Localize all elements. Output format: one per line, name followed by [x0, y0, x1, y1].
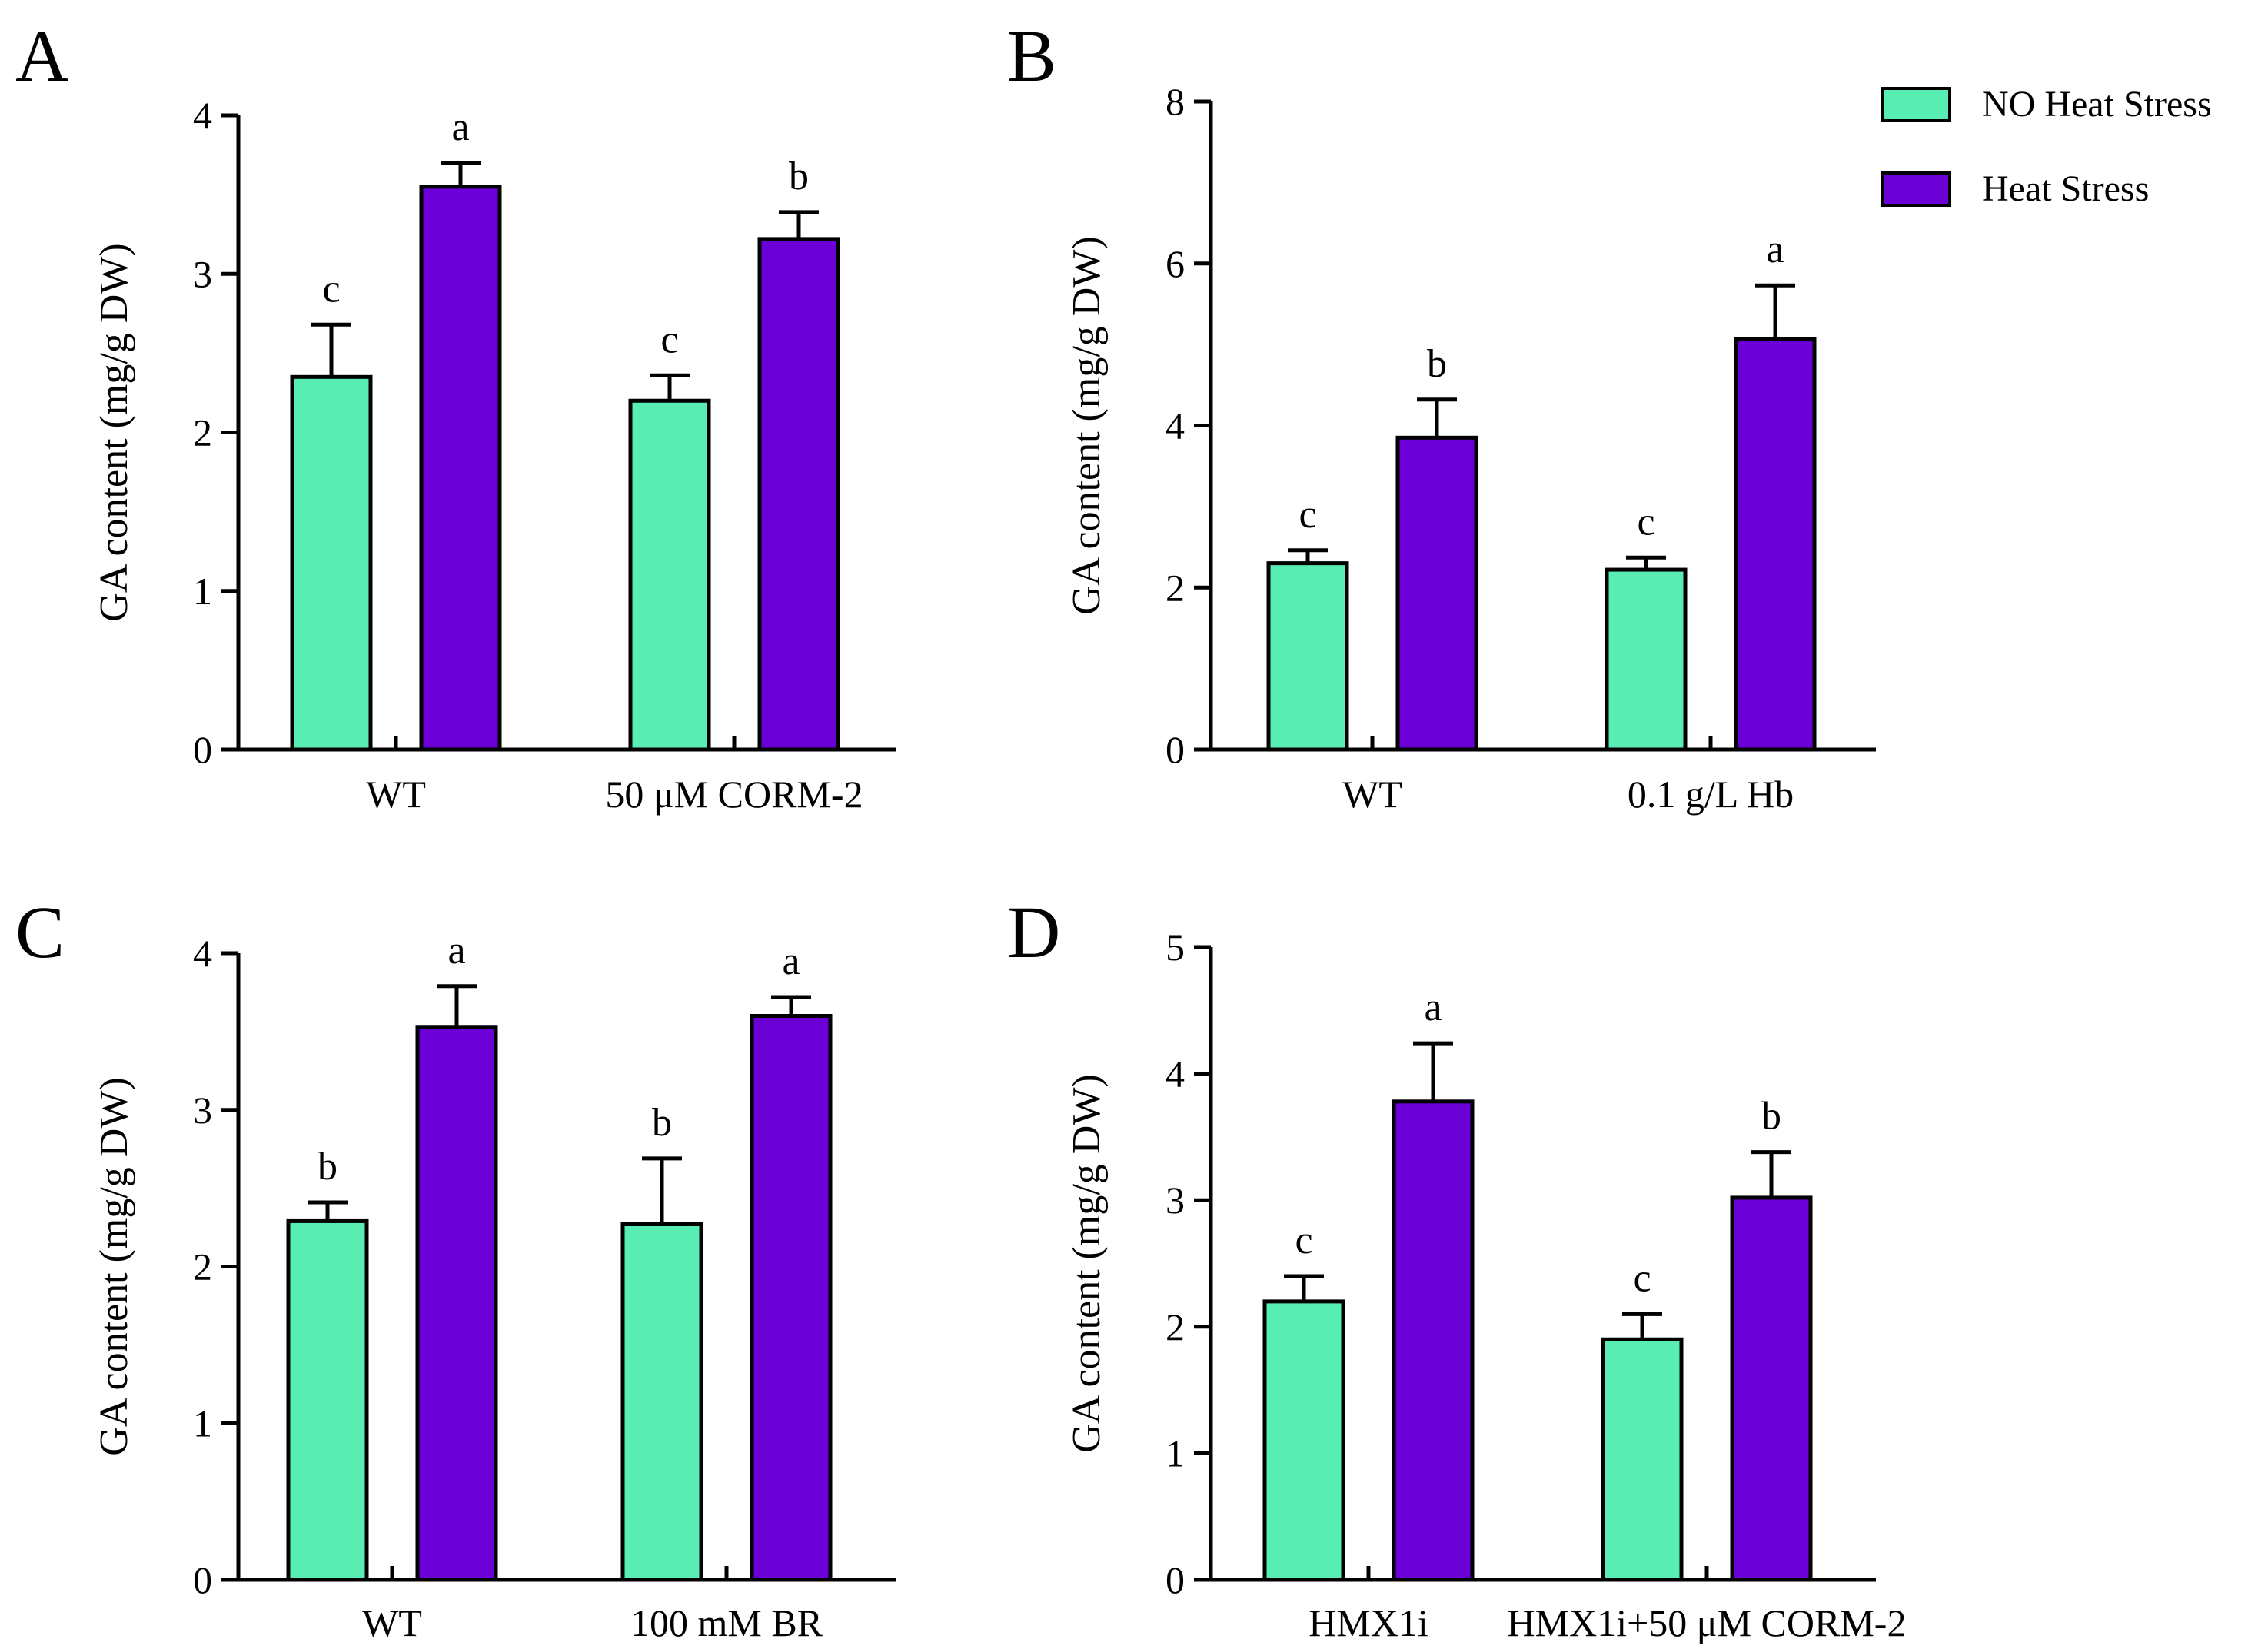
panel-C: C GA content (mg/g DW) 0 1 2 3 4 WT b a 100 mM BR b…: [15, 891, 896, 1644]
y-tick-label: 2: [193, 1245, 212, 1288]
y-tick-label: 2: [1166, 1305, 1185, 1348]
x-category-label: 0.1 g/L Hb: [1628, 773, 1794, 816]
y-tick-label: 1: [193, 570, 212, 613]
bar-heat-0: [415, 1025, 498, 1582]
x-category-label: WT: [362, 1601, 422, 1644]
significance-label: c: [1299, 493, 1316, 537]
y-tick-label: 0: [1166, 728, 1185, 771]
y-tick-label: 1: [193, 1401, 212, 1445]
y-tick-label: 2: [1166, 566, 1185, 609]
y-tick-label: 2: [193, 411, 212, 454]
bar-heat-0: [419, 185, 502, 752]
y-tick-label: 3: [193, 1089, 212, 1132]
y-tick-label: 0: [193, 728, 212, 771]
bar-no-heat-0: [290, 374, 373, 752]
significance-label: c: [660, 317, 678, 361]
y-axis-label: GA content (mg/g DW): [1065, 236, 1109, 614]
bar-heat-1: [1730, 1195, 1813, 1582]
y-axis-label: GA content (mg/g DW): [92, 243, 136, 621]
x-category-label: 50 μM CORM-2: [605, 773, 863, 816]
bar-heat-1: [1734, 337, 1817, 752]
x-category-label: 100 mM BR: [630, 1601, 823, 1644]
y-tick-label: 4: [1166, 404, 1185, 447]
significance-label: a: [1766, 228, 1784, 271]
x-category-label: WT: [1342, 773, 1402, 816]
significance-label: b: [1761, 1095, 1781, 1139]
x-category-label: HMX1i+50 μM CORM-2: [1508, 1601, 1907, 1644]
panel-B: B GA content (mg/g DW) 0 2 4 6 8 WT c b 0.1 g/L Hb…: [1007, 15, 1876, 816]
significance-label: a: [447, 929, 465, 972]
legend: NO Heat Stress Heat Stress: [1881, 84, 2212, 209]
panel-letter: D: [1007, 891, 1060, 973]
y-tick-label: 3: [1166, 1179, 1185, 1222]
legend-label: NO Heat Stress: [1982, 84, 2212, 125]
x-category-label: HMX1i: [1309, 1601, 1428, 1644]
bar-no-heat-1: [628, 398, 711, 752]
panel-letter: A: [15, 15, 68, 97]
bar-heat-0: [1395, 435, 1478, 752]
y-tick-label: 8: [1166, 80, 1185, 123]
significance-label: a: [782, 939, 800, 983]
y-tick-label: 6: [1166, 242, 1185, 285]
y-tick-label: 4: [1166, 1052, 1185, 1095]
significance-label: b: [652, 1101, 672, 1145]
y-axis-label: GA content (mg/g DW): [92, 1077, 136, 1455]
bar-heat-1: [757, 237, 840, 752]
significance-label: b: [318, 1145, 338, 1189]
significance-label: c: [1633, 1256, 1651, 1300]
bar-no-heat-0: [1266, 561, 1349, 752]
bar-no-heat-1: [1601, 1337, 1684, 1582]
significance-label: c: [322, 267, 340, 311]
y-axis-label: GA content (mg/g DW): [1065, 1074, 1109, 1452]
legend-swatch-no-heat: [1881, 87, 1951, 122]
y-tick-label: 1: [1166, 1431, 1185, 1474]
y-tick-label: 4: [193, 932, 212, 975]
significance-label: a: [1424, 986, 1442, 1029]
significance-label: b: [1427, 342, 1447, 386]
y-tick-label: 4: [193, 94, 212, 137]
significance-label: c: [1637, 500, 1654, 544]
bar-no-heat-1: [1605, 567, 1688, 752]
panel-letter: B: [1007, 15, 1056, 97]
significance-label: b: [789, 155, 809, 198]
bar-no-heat-0: [1262, 1299, 1345, 1582]
legend-swatch-heat: [1881, 171, 1951, 207]
significance-label: c: [1295, 1218, 1312, 1262]
bar-heat-1: [750, 1014, 833, 1582]
y-tick-label: 0: [193, 1558, 212, 1601]
legend-label: Heat Stress: [1982, 168, 2149, 209]
panel-A: A GA content (mg/g DW) 0 1 2 3 4 WT c a 50 μM CORM…: [15, 15, 896, 816]
y-tick-label: 3: [193, 252, 212, 295]
y-tick-label: 0: [1166, 1558, 1185, 1601]
panel-letter: C: [15, 891, 65, 973]
y-tick-label: 5: [1166, 926, 1185, 969]
significance-label: a: [451, 105, 469, 149]
bar-no-heat-1: [620, 1222, 703, 1582]
bar-no-heat-0: [286, 1218, 369, 1582]
bar-heat-0: [1392, 1099, 1475, 1582]
panel-D: D GA content (mg/g DW) 0 1 2 3 4 5 HMX1i c a HMX1i+…: [1007, 891, 1906, 1644]
x-category-label: WT: [366, 773, 426, 816]
